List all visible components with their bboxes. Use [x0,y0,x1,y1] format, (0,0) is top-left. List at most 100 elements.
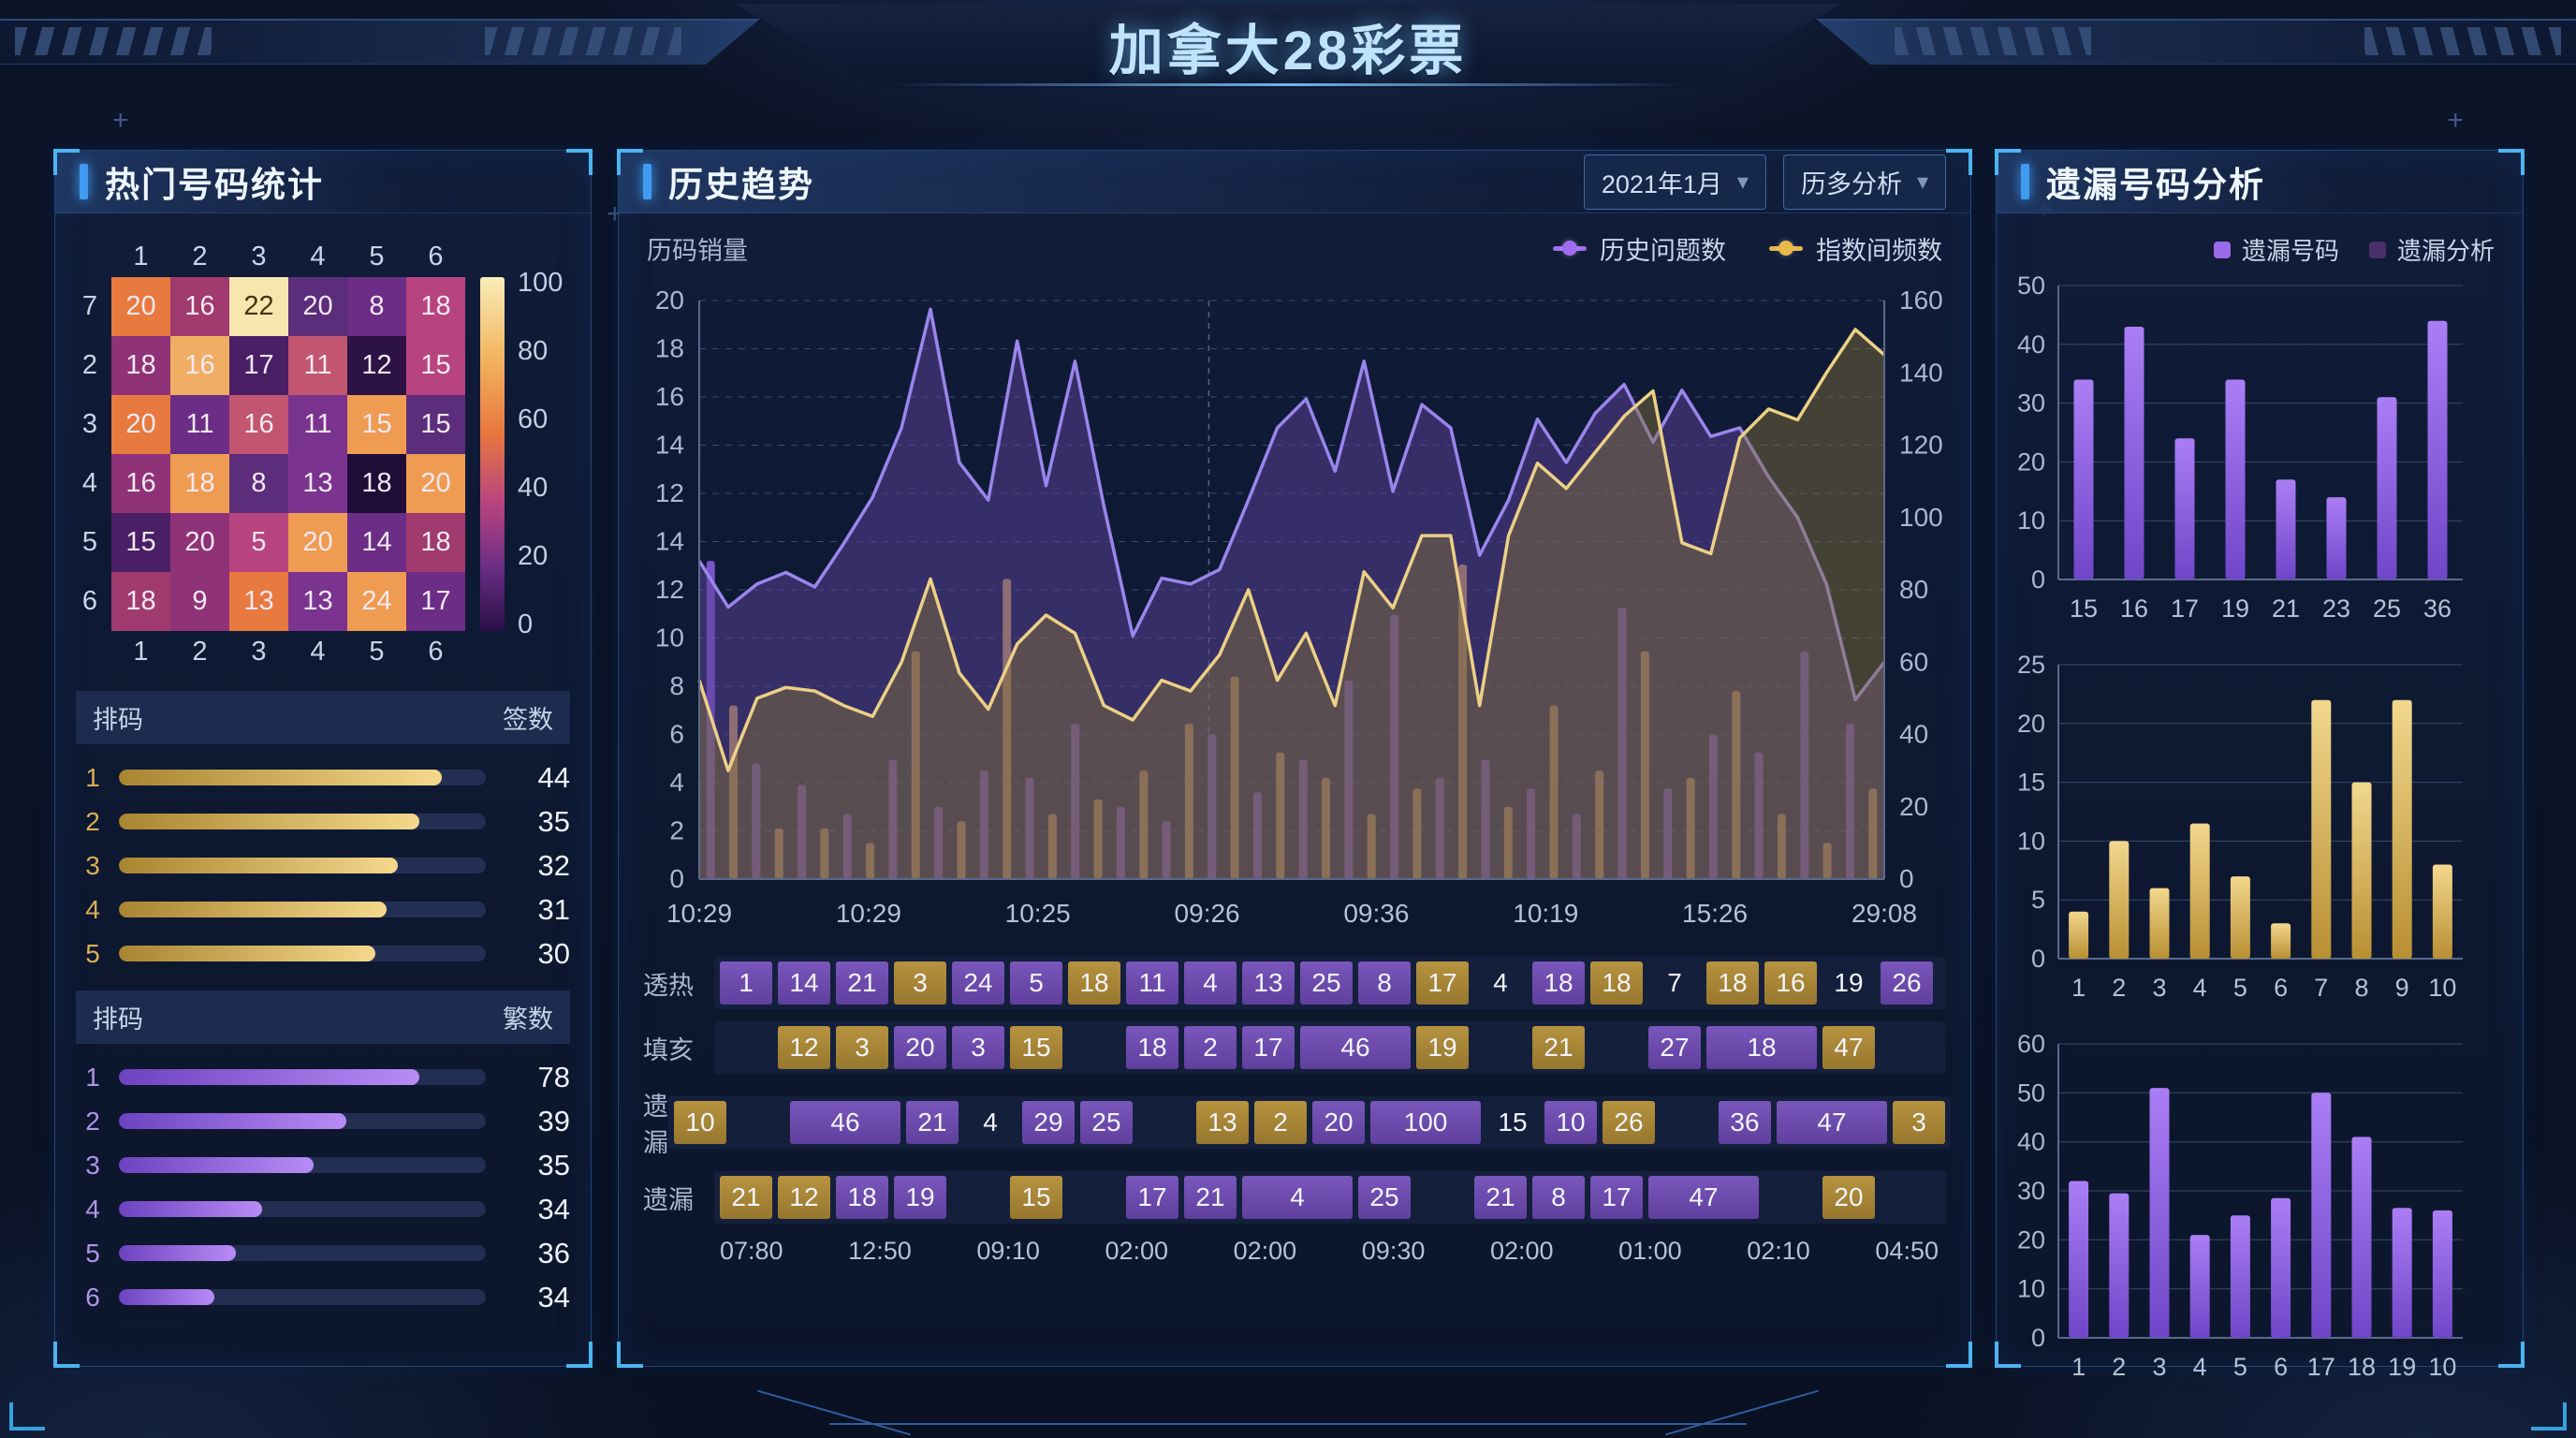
heatmap-cell: 15 [406,395,465,454]
heatmap-cell: 18 [111,336,170,395]
timeline-labels: 07:80 12:50 09:10 02:00 02:00 09:30 02:00 01:00… [720,1237,1939,1266]
time-label: 12:50 [848,1237,912,1265]
rank-bar-track [119,946,486,961]
grid-cell: 18 [1706,961,1759,1005]
svg-text:40: 40 [2017,1128,2045,1156]
title-accent-bar [80,164,88,199]
panel-missing-analysis: 遗漏号码分析 遗漏号码 遗漏分析 0 10 20 30 40 50 15 16 17 19 21 2… [1995,149,2525,1381]
svg-text:16: 16 [655,382,684,411]
heatmap-cell: 20 [111,277,170,336]
grid-cell: 7 [1667,968,1682,997]
rank-bar-fill [119,770,442,785]
grid-cell [732,1101,784,1144]
heatmap-row-label: 6 [81,586,98,616]
rank-number: 1 [85,762,100,792]
grid-cell: 18 [836,1176,888,1219]
svg-text:0: 0 [2031,565,2045,594]
heatmap-col-label: 6 [428,241,444,271]
grid-cell: 20 [1312,1101,1365,1144]
rank-value: 78 [537,1060,570,1093]
grid-cell: 17 [1126,1176,1178,1219]
svg-text:7: 7 [2314,974,2328,1002]
grid-row-label: 遗漏 [643,1093,668,1157]
grid-cell [952,1176,1004,1219]
grid-cell: 25 [1300,961,1353,1005]
month-select-value: 2021年1月 [1601,169,1722,198]
grid-cell: 8 [1358,961,1411,1005]
number-grid-row: 遗漏 10 46 21 4 29 25 13 2 20 100 15 10 26 36 47 3 [643,1086,1951,1159]
plus-mark-icon [112,105,129,137]
grid-row-strip: 21 12 18 19 15 17 21 4 25 21 8 17 47 20 [714,1171,1946,1224]
time-label: 02:00 [1489,1237,1554,1265]
panel-hot-numbers: 热门号码统计 1 2 3 4 5 6 7 20 16 22 20 8 18 2 18 16 17 11 12 15 3 2… [53,149,593,1368]
heatmap-cell: 11 [288,336,347,395]
heatmap-cell: 20 [170,513,229,572]
legend-item-history[interactable]: 历史问题数 [1553,230,1726,267]
legend-item-index[interactable]: 指数间频数 [1769,230,1942,267]
rank-value: 34 [537,1192,570,1225]
svg-text:18: 18 [2348,1353,2376,1381]
header-title-plate: 加拿大28彩票 [736,4,1840,88]
svg-text:17: 17 [2171,594,2199,623]
trend-panel-title: 历史趋势 [668,166,814,204]
legend-item-miss-analysis[interactable]: 遗漏分析 [2368,232,2495,267]
heatmap-cell: 8 [229,454,288,513]
grid-cell: 25 [1080,1101,1133,1144]
svg-text:20: 20 [2017,448,2045,476]
rank-value: 39 [537,1104,570,1137]
page-title: 加拿大28彩票 [1108,21,1468,81]
grid-cell: 10 [1544,1101,1597,1144]
scale-tick: 60 [518,404,549,434]
number-grid-row: 填亥 12 3 20 3 15 18 2 17 46 19 21 27 18 47 [643,1021,1946,1074]
grid-cell: 19 [1834,968,1864,997]
heatmap-col-label: 2 [192,241,208,271]
rank-number: 1 [85,1062,100,1092]
month-select[interactable]: 2021年1月 ▾ [1583,154,1766,210]
heatmap-cell: 9 [170,572,229,631]
grid-cell: 19 [894,1176,946,1219]
grid-cell: 18 [1068,961,1120,1005]
title-accent-bar [643,164,651,199]
svg-text:10:25: 10:25 [1005,899,1071,928]
grid-cell: 15 [1010,1026,1062,1069]
rank-value: 35 [537,804,570,838]
analysis-mode-select[interactable]: 历多分析 ▾ [1782,154,1946,210]
number-grid-row: 透热 1 14 21 3 24 5 18 11 4 13 25 8 17 4 18 18 7 18 16 19 26 [643,957,1946,1009]
grid-cell: 17 [1416,961,1469,1005]
grid-cell: 10 [674,1101,726,1144]
rank-list-row: 3 35 [76,1143,570,1187]
rank-list-row: 4 31 [76,888,570,932]
heatmap-col-label: 5 [369,241,385,271]
grid-cell: 11 [1126,961,1178,1005]
heatmap-cell: 13 [288,454,347,513]
svg-text:10:29: 10:29 [666,899,732,928]
rank-bar-fill [119,946,376,961]
svg-text:12: 12 [655,478,684,507]
panel-corner-bracket-icon [1946,1342,1972,1368]
svg-text:5: 5 [2031,886,2045,914]
legend-label: 历史问题数 [1600,237,1726,265]
grid-cell [1474,1026,1527,1069]
time-label: 01:00 [1618,1237,1682,1265]
rank-list-row: 5 30 [76,932,570,976]
svg-text:30: 30 [2017,1177,2045,1205]
svg-text:3: 3 [2152,974,2166,1002]
time-label: 09:30 [1361,1237,1426,1265]
legend-item-miss-number[interactable]: 遗漏号码 [2213,232,2339,267]
grid-cell: 21 [1184,1176,1237,1219]
header-decoration-right [1816,19,2576,65]
grid-cell [1138,1101,1191,1144]
trend-legend: 历史问题数 指数间频数 [1553,230,1942,267]
rank-bar-fill [119,1201,262,1217]
purple-list-header-right: 繁数 [503,1005,553,1034]
heatmap-col-label: 1 [133,636,149,667]
svg-text:25: 25 [2017,651,2045,679]
heatmap-row-label: 4 [81,468,98,498]
heatmap-cell: 20 [111,395,170,454]
svg-text:20: 20 [655,286,684,315]
heatmap-cell: 18 [170,454,229,513]
grid-cell: 18 [1706,1026,1817,1069]
grid-cell: 46 [1300,1026,1411,1069]
rank-list-row: 4 34 [76,1187,570,1231]
